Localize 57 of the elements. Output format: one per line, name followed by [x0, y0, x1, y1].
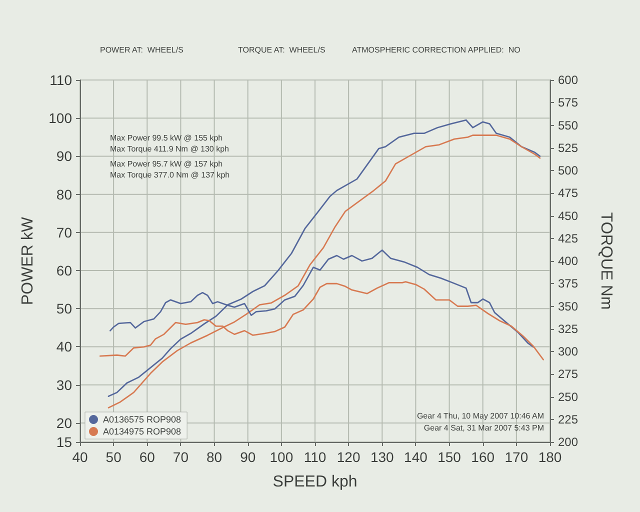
text: ATMOSPHERIC CORRECTION APPLIED: NO — [352, 46, 520, 54]
y2-tick-label: 450 — [558, 208, 578, 223]
y2-tick-label: 375 — [558, 276, 578, 291]
y-tick-label: 30 — [56, 376, 72, 393]
y-tick-label: 50 — [56, 300, 72, 317]
y-tick-label: 20 — [56, 414, 72, 431]
x-tick-label: 40 — [72, 449, 88, 465]
y2-tick-label: 425 — [558, 231, 578, 246]
x-tick-label: 70 — [172, 449, 189, 465]
x-tick-label: 90 — [240, 449, 256, 465]
y2-tick-label: 475 — [558, 186, 578, 200]
y-tick-label: 90 — [56, 148, 72, 164]
x-tick-label: 150 — [438, 449, 462, 465]
y2-tick-label: 200 — [558, 435, 578, 449]
y2-tick-label: 600 — [558, 73, 578, 87]
y2-axis-title: TORQUE Nm — [598, 212, 614, 310]
y-tick-label: 15 — [56, 434, 72, 450]
annotation: Max Power 99.5 kW @ 155 kph — [110, 134, 223, 142]
y-tick-label: 60 — [56, 262, 72, 279]
y2-tick-label: 325 — [558, 322, 578, 336]
annotation: Gear 4 Sat, 31 Mar 2007 5:43 PM — [424, 424, 544, 432]
text: TORQUE AT: WHEEL/S — [238, 46, 326, 54]
y-axis-title: POWER kW — [20, 216, 36, 305]
x-tick-label: 160 — [471, 449, 495, 465]
y2-tick-label: 500 — [558, 164, 578, 178]
y2-tick-label: 575 — [558, 96, 578, 110]
y2-tick-label: 350 — [558, 299, 578, 314]
annotation: Gear 4 Thu, 10 May 2007 10:46 AM — [416, 412, 544, 420]
y-tick-label: 70 — [56, 224, 72, 240]
annotation: Max Torque 377.0 Nm @ 137 kph — [110, 170, 230, 180]
x-tick-label: 50 — [106, 449, 122, 465]
annotation: Max Torque 411.9 Nm @ 130 kph — [110, 144, 229, 154]
x-tick-label: 60 — [139, 449, 156, 465]
x-tick-label: 180 — [538, 449, 562, 465]
text: POWER AT: WHEEL/S — [100, 46, 184, 54]
y2-tick-label: 250 — [558, 390, 578, 404]
y-tick-label: 110 — [50, 72, 72, 88]
x-axis-title: SPEED kph — [272, 474, 358, 490]
y2-tick-label: 275 — [558, 367, 578, 382]
y2-tick-label: 300 — [558, 344, 578, 358]
x-tick-label: 110 — [304, 449, 326, 465]
legend-label: A0136575 ROP908 — [103, 414, 182, 424]
y-tick-label: 100 — [48, 110, 72, 126]
x-tick-label: 80 — [206, 449, 222, 465]
x-tick-label: 170 — [504, 449, 528, 465]
y2-tick-label: 400 — [558, 254, 578, 268]
y2-tick-label: 225 — [558, 412, 578, 426]
x-tick-label: 100 — [270, 449, 294, 465]
annotation: Max Power 95.7 kW @ 157 kph — [110, 160, 223, 168]
legend-label: A0134975 ROP908 — [103, 426, 182, 436]
x-tick-label: 140 — [404, 449, 428, 465]
x-tick-label: 130 — [370, 449, 394, 465]
y2-tick-label: 525 — [558, 140, 578, 155]
y2-tick-label: 550 — [558, 118, 578, 132]
y-tick-label: 80 — [56, 186, 72, 202]
x-tick-label: 120 — [336, 449, 360, 465]
y-tick-label: 40 — [56, 338, 72, 355]
